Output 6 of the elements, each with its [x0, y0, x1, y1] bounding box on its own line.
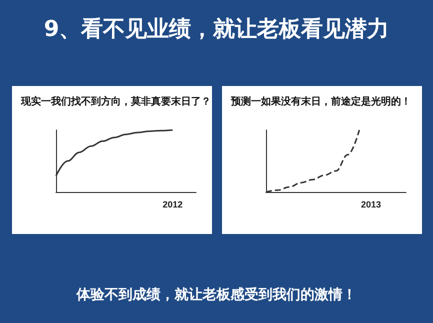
text: 2012 — [162, 200, 183, 210]
text: 2013 — [360, 200, 382, 210]
chart-title: 现实一我们找不到方向，莫非真要末日了？ — [20, 96, 211, 108]
text: 体验不到成绩，就让老板感受到我们的激情！ — [75, 286, 358, 304]
text: 9、看不见业绩，就让老板看见潜力 — [42, 16, 390, 44]
chart-title: 预测一如果没有末日，前途定是光明的！ — [230, 96, 411, 108]
